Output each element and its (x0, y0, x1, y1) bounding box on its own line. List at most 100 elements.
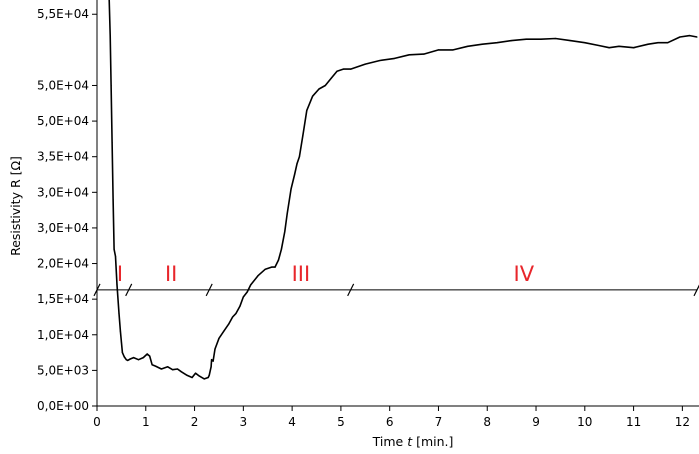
x-tick-label: 8 (483, 415, 491, 429)
data-point (481, 43, 483, 45)
y-tick-label: 1,5E+04 (37, 292, 89, 306)
data-point (129, 358, 131, 360)
data-point (312, 95, 314, 97)
data-point (452, 49, 454, 51)
data-point (342, 68, 344, 70)
x-axis-title-prefix: Time (372, 434, 408, 449)
data-point (277, 259, 280, 261)
data-point (598, 44, 601, 47)
data-point (496, 42, 498, 44)
data-point (214, 348, 216, 350)
data-point (123, 356, 125, 358)
data-point (608, 47, 610, 49)
x-tick-label: 11 (626, 415, 641, 429)
data-point (274, 266, 276, 268)
data-point (198, 375, 201, 377)
data-point (318, 88, 320, 90)
data-point (554, 37, 557, 40)
phase-marker (347, 283, 355, 297)
phase-marker (693, 284, 699, 297)
data-point (246, 291, 248, 293)
data-point (336, 70, 338, 72)
data-point (113, 248, 115, 250)
x-tick-label: 1 (142, 415, 150, 429)
data-point (302, 134, 304, 136)
data-point (112, 198, 114, 201)
phase-marker (125, 283, 133, 297)
data-point (239, 305, 241, 307)
data-point (120, 341, 122, 343)
data-point (296, 163, 298, 165)
data-point (257, 275, 259, 277)
data-point (679, 36, 681, 38)
data-point (167, 366, 169, 368)
data-point (525, 38, 527, 40)
x-tick-label: 3 (240, 415, 248, 429)
data-point (110, 84, 112, 87)
data-point (511, 40, 513, 42)
data-point (286, 213, 288, 215)
data-point (467, 45, 469, 47)
data-point (364, 63, 366, 65)
x-tick-label: 9 (532, 415, 540, 429)
data-point (149, 355, 151, 357)
y-tick-label: 3,5E+04 (37, 150, 89, 164)
data-point (290, 188, 292, 190)
data-point (569, 40, 571, 42)
y-tick-label: 5,0E+03 (37, 363, 89, 377)
x-tick-label: 12 (675, 415, 690, 429)
phase-bar: I II III IV (93, 262, 699, 297)
data-point (116, 284, 118, 286)
data-point (119, 330, 122, 332)
x-tick-label: 7 (435, 415, 443, 429)
data-point (191, 376, 193, 379)
data-point (584, 42, 586, 44)
data-point (667, 42, 669, 44)
phase-marker (205, 283, 213, 297)
y-tick-label: 2,0E+04 (37, 257, 89, 271)
data-point (393, 57, 396, 60)
y-tick-label: 1,0E+04 (37, 328, 89, 342)
data-point (142, 356, 144, 359)
data-point (186, 374, 188, 376)
data-point (194, 372, 197, 374)
data-point (154, 365, 157, 367)
phase-label: III (292, 262, 311, 286)
data-point (228, 323, 230, 325)
data-point (271, 266, 273, 268)
data-point (212, 360, 214, 362)
y-tick-label: 5,0E+04 (37, 78, 89, 92)
data-point (657, 42, 659, 44)
data-point (180, 371, 182, 373)
x-axis: 0 1 2 3 4 5 6 7 8 9 10 11 12 (93, 405, 699, 429)
data-point (211, 359, 213, 361)
x-tick-label: 6 (386, 415, 394, 429)
data-point (223, 330, 225, 332)
x-axis-title: Time t [min.] (372, 434, 454, 449)
data-point (408, 54, 410, 56)
data-point (264, 268, 266, 270)
data-point (203, 378, 205, 380)
phase-marker (93, 283, 101, 297)
data-point (132, 356, 135, 359)
data-point (176, 368, 179, 370)
data-point (109, 35, 111, 37)
data-point (127, 359, 129, 362)
data-point (208, 374, 210, 376)
data-point (121, 351, 123, 354)
data-point (293, 173, 296, 176)
data-point (437, 49, 440, 51)
data-point (324, 84, 326, 87)
data-point (160, 368, 162, 370)
data-point (423, 53, 425, 55)
series-group (108, 0, 698, 380)
data-point (235, 312, 237, 315)
data-point (618, 45, 620, 47)
data-point (379, 59, 381, 62)
data-point (647, 43, 649, 45)
y-tick-label: 3,0E+04 (37, 221, 89, 235)
phase-label: II (165, 262, 177, 286)
data-point (125, 359, 127, 361)
x-axis-title-variable: t (407, 434, 413, 449)
